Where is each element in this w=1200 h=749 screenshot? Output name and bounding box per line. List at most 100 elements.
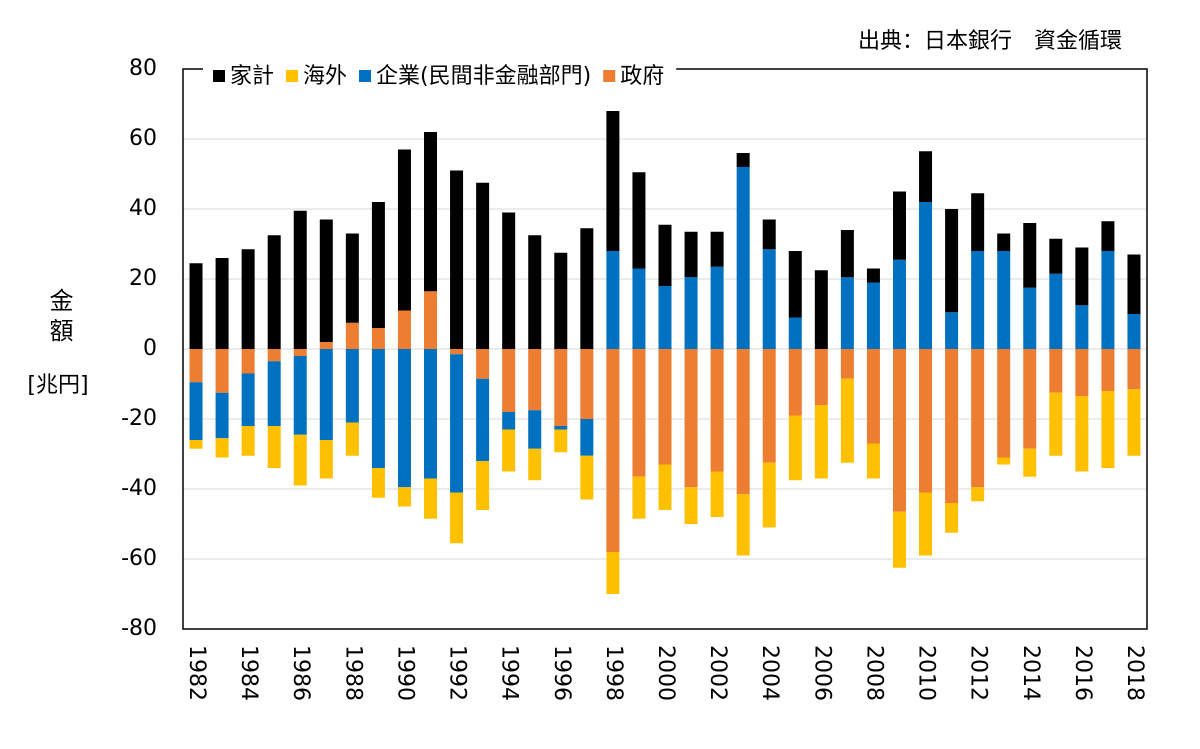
x-tick-label: 1994 bbox=[497, 645, 522, 701]
bar-segment bbox=[919, 349, 933, 493]
bar-segment bbox=[397, 487, 411, 507]
bar-segment bbox=[866, 282, 880, 349]
bar-segment bbox=[267, 361, 281, 426]
bar-segment bbox=[528, 349, 542, 411]
bar-segment bbox=[788, 317, 802, 349]
bar-segment bbox=[371, 202, 385, 328]
bar-segment bbox=[319, 440, 333, 479]
bar-segment bbox=[528, 448, 542, 481]
legend-label: 企業(民間非金融部門) bbox=[376, 64, 591, 89]
bar-segment bbox=[606, 111, 620, 251]
bar-segment bbox=[866, 443, 880, 479]
bar-segment bbox=[788, 349, 802, 416]
bar-segment bbox=[632, 172, 646, 269]
bar-segment bbox=[736, 349, 750, 495]
bar-segment bbox=[424, 478, 438, 519]
bar-segment bbox=[241, 349, 255, 374]
x-tick-label: 2016 bbox=[1070, 645, 1095, 701]
bar-segment bbox=[554, 429, 568, 453]
bar-segment bbox=[371, 468, 385, 498]
bar-segment bbox=[1101, 391, 1115, 468]
bar-segment bbox=[1127, 389, 1141, 456]
bar-segment bbox=[215, 258, 229, 349]
legend-swatch bbox=[213, 70, 225, 82]
bar-segment bbox=[710, 266, 724, 349]
bar-segment bbox=[554, 426, 568, 430]
bar-segment bbox=[945, 312, 959, 349]
x-tick-label: 2000 bbox=[653, 645, 678, 701]
bar-segment bbox=[814, 270, 828, 349]
bar-segment bbox=[502, 429, 516, 472]
bar-segment bbox=[476, 378, 490, 461]
bar-segment bbox=[919, 492, 933, 556]
legend-swatch bbox=[286, 70, 299, 82]
y-tick-label: 40 bbox=[129, 196, 157, 221]
bar-segment bbox=[945, 503, 959, 533]
bar-segment bbox=[1023, 349, 1037, 449]
x-tick-label: 1998 bbox=[601, 645, 626, 701]
x-tick-label: 2018 bbox=[1122, 645, 1147, 701]
bar-segment bbox=[710, 231, 724, 267]
bar-segment bbox=[658, 224, 672, 286]
bar-segment bbox=[658, 349, 672, 465]
bar-segment bbox=[684, 487, 698, 524]
bar-segment bbox=[840, 277, 854, 349]
bar-segment bbox=[1101, 349, 1115, 391]
bar-segment bbox=[267, 235, 281, 349]
bar-segment bbox=[1049, 273, 1063, 349]
bar-segment bbox=[476, 461, 490, 510]
bar-segment bbox=[762, 219, 776, 250]
x-tick-label: 2002 bbox=[705, 645, 730, 701]
bar-segment bbox=[1049, 238, 1063, 274]
bar-segment bbox=[267, 349, 281, 362]
bar-segment bbox=[554, 252, 568, 349]
bar-segment bbox=[424, 291, 438, 349]
bar-segment bbox=[345, 322, 359, 349]
bar-segment bbox=[1075, 305, 1089, 349]
bar-segment bbox=[345, 422, 359, 456]
bar-segment bbox=[580, 228, 594, 349]
bar-segment bbox=[476, 349, 490, 379]
bar-segment bbox=[450, 349, 464, 355]
bar-segment bbox=[971, 349, 985, 488]
bar-segment bbox=[814, 405, 828, 479]
x-tick-label: 1996 bbox=[549, 645, 574, 701]
bar-segment bbox=[371, 349, 385, 468]
bar-segment bbox=[424, 132, 438, 292]
bar-segment bbox=[892, 259, 906, 349]
bar-segment bbox=[215, 392, 229, 439]
bar-segment bbox=[319, 342, 333, 349]
bar-segment bbox=[580, 455, 594, 500]
legend-swatch bbox=[359, 70, 372, 82]
bar-segment bbox=[840, 230, 854, 278]
y-tick-label: -80 bbox=[121, 616, 157, 641]
bar-segment bbox=[241, 426, 255, 456]
x-tick-label: 2014 bbox=[1018, 645, 1043, 701]
bar-segment bbox=[1127, 254, 1141, 314]
bar-segment bbox=[267, 426, 281, 468]
y-tick-label: -40 bbox=[121, 476, 157, 501]
y-tick-label: 80 bbox=[129, 56, 157, 81]
bar-segment bbox=[215, 349, 229, 393]
bar-segment bbox=[710, 349, 724, 472]
bar-segment bbox=[1101, 221, 1115, 251]
bar-segment bbox=[450, 354, 464, 493]
bar-segment bbox=[997, 457, 1011, 465]
y-tick-label: -20 bbox=[121, 406, 157, 431]
bar-segment bbox=[1049, 392, 1063, 456]
bar-segment bbox=[450, 170, 464, 349]
bar-segment bbox=[345, 233, 359, 323]
y-axis-unit: [兆円] bbox=[27, 373, 88, 398]
x-tick-label: 2004 bbox=[757, 645, 782, 701]
bar-segment bbox=[189, 440, 203, 449]
bar-segment bbox=[997, 233, 1011, 251]
legend-background bbox=[203, 62, 677, 92]
bar-segment bbox=[945, 349, 959, 503]
bar-segment bbox=[632, 349, 646, 477]
x-tick-label: 1990 bbox=[392, 645, 417, 701]
bar-segment bbox=[1023, 223, 1037, 288]
bar-segment bbox=[241, 249, 255, 349]
legend-swatch bbox=[603, 70, 616, 82]
legend-label: 政府 bbox=[620, 64, 664, 89]
bar-segment bbox=[736, 494, 750, 556]
